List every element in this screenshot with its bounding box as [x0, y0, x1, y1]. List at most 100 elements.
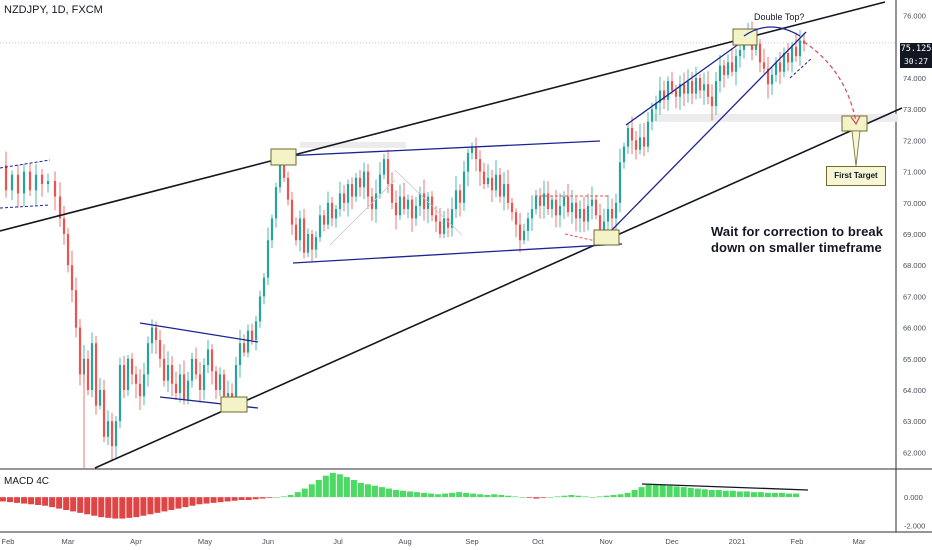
candle-up	[502, 184, 506, 197]
macd-bar-up	[715, 490, 722, 498]
candle-down	[16, 174, 20, 194]
candle-down	[514, 212, 518, 225]
macd-bar-down	[210, 497, 217, 503]
candle-down	[410, 199, 414, 219]
macd-bar-up	[666, 485, 673, 498]
macd-bar-up	[385, 488, 392, 498]
macd-bar-up	[371, 485, 378, 498]
candle-down	[598, 215, 602, 231]
candle-up	[106, 421, 110, 437]
y-tick-label: 68.000	[903, 261, 926, 270]
macd-bar-up	[764, 492, 771, 498]
commentary-line-2: down on smaller timeframe	[711, 240, 882, 255]
candle-up	[270, 218, 274, 241]
candle-down	[250, 330, 254, 341]
candle-down	[130, 358, 134, 375]
zone-box	[593, 229, 620, 246]
flag-dashed-line	[789, 57, 813, 79]
candle-up	[606, 209, 610, 222]
candle-down	[674, 90, 678, 97]
macd-bar-up	[449, 492, 456, 498]
macd-bar-down	[21, 497, 28, 504]
macd-bar-up	[343, 477, 350, 498]
macd-bar-up	[729, 490, 736, 498]
candle-down	[682, 84, 686, 94]
macd-bar-up	[701, 489, 708, 498]
macd-bar-down	[540, 497, 547, 498]
y-tick-label: 67.000	[903, 292, 926, 301]
candle-up	[586, 205, 590, 222]
candle-down	[482, 171, 486, 185]
candle-up	[186, 380, 190, 400]
candle-up	[486, 177, 490, 185]
candle-down	[710, 96, 714, 107]
macd-bar-up	[561, 495, 568, 498]
candle-up	[590, 199, 594, 206]
candle-up	[90, 343, 94, 390]
candle-up	[774, 62, 778, 75]
candle-down	[446, 218, 450, 228]
candle-up	[666, 81, 670, 100]
candle-down	[74, 290, 78, 328]
candle-down	[610, 209, 614, 219]
candle-down	[670, 81, 674, 91]
macd-bar-down	[231, 497, 238, 501]
macd-bar-up	[491, 494, 498, 498]
candle-up	[146, 343, 150, 375]
macd-bar-up	[421, 492, 428, 498]
commentary-line-1: Wait for correction to break	[711, 224, 884, 239]
candle-up	[726, 62, 730, 75]
candle-down	[40, 174, 44, 185]
macd-bar-up	[694, 488, 701, 498]
candle-down	[594, 199, 598, 216]
candle-up	[346, 184, 350, 203]
candle-up	[234, 365, 238, 403]
candle-down	[766, 68, 770, 85]
macd-bar-up	[582, 496, 589, 498]
candle-down	[222, 374, 226, 397]
candle-up	[98, 390, 102, 406]
candle-up	[418, 193, 422, 206]
y-tick-label: 72.000	[903, 136, 926, 145]
candle-up	[622, 146, 626, 163]
macd-bar-down	[168, 497, 175, 510]
macd-bar-down	[224, 497, 231, 502]
candle-down	[538, 196, 542, 206]
macd-bar-up	[428, 493, 435, 498]
candle-up	[714, 81, 718, 107]
y-tick-label: 62.000	[903, 448, 926, 457]
candle-up	[614, 202, 618, 219]
y-tick-label: 70.000	[903, 199, 926, 208]
macd-bar-down	[42, 497, 49, 506]
candle-up	[650, 109, 654, 122]
macd-bar-up	[624, 492, 631, 498]
macd-bar-up	[687, 487, 694, 498]
macd-divergence-line	[641, 483, 809, 491]
x-tick-label: Jul	[333, 537, 343, 546]
candle-down	[634, 140, 638, 150]
candle-up	[654, 102, 658, 110]
macd-bar-down	[252, 497, 259, 500]
macd-bar-down	[245, 497, 252, 500]
x-tick-label: May	[198, 537, 212, 546]
candle-down	[474, 146, 478, 160]
macd-bar-down	[259, 497, 266, 499]
candle-up	[166, 365, 170, 381]
macd-bar-up	[463, 492, 470, 498]
candle-down	[582, 209, 586, 222]
candle-up	[534, 196, 538, 210]
candle-up	[462, 171, 466, 203]
candle-up	[734, 56, 738, 72]
candle-up	[206, 349, 210, 366]
y-tick-label: 64.000	[903, 386, 926, 395]
macd-bar-up	[287, 495, 294, 498]
macd-bar-up	[470, 493, 477, 498]
candle-up	[274, 187, 278, 219]
macd-bar-up	[610, 495, 617, 498]
macd-bar-up	[301, 488, 308, 498]
range-bottom-line	[292, 243, 623, 264]
macd-bar-up	[308, 484, 315, 498]
y-tick-label: 63.000	[903, 417, 926, 426]
candle-down	[294, 224, 298, 241]
